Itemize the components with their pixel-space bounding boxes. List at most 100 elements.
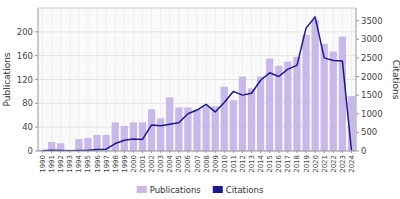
tick <box>42 151 43 153</box>
line <box>43 17 352 151</box>
legend-swatch <box>213 186 223 193</box>
tick <box>324 151 325 153</box>
plot-background <box>38 8 356 151</box>
tick-label: 2013 <box>248 155 256 173</box>
grid-line <box>60 8 61 151</box>
bar <box>212 106 219 151</box>
tick <box>69 151 70 153</box>
tick <box>356 20 359 21</box>
grid <box>38 8 356 151</box>
grid-line <box>78 8 79 151</box>
bar <box>130 122 137 151</box>
tick <box>333 151 334 153</box>
tick <box>215 151 216 153</box>
tick <box>356 113 359 114</box>
tick <box>160 151 161 153</box>
tick-label: 2024 <box>348 154 356 172</box>
tick <box>251 151 252 153</box>
tick <box>356 95 359 96</box>
tick <box>35 79 38 80</box>
tick <box>356 57 359 58</box>
tick-label: 1000 <box>361 109 383 119</box>
bar <box>311 20 318 151</box>
tick-label: 1994 <box>75 154 83 172</box>
tick <box>142 151 143 153</box>
grid-line <box>51 8 52 151</box>
tick <box>260 151 261 153</box>
tick-label: 2003 <box>157 155 165 173</box>
tick-label: 2022 <box>330 155 338 173</box>
grid-line <box>97 8 98 151</box>
tick <box>97 151 98 153</box>
tick <box>51 151 52 153</box>
tick-label: 2020 <box>312 155 320 173</box>
tick-label: 2500 <box>361 53 383 63</box>
tick-label: 1998 <box>112 155 120 173</box>
grid-line <box>42 8 43 151</box>
tick-label: 1995 <box>84 155 92 173</box>
bar <box>112 122 119 151</box>
tick-label: 2008 <box>203 155 211 173</box>
tick-label: 1500 <box>361 90 383 100</box>
tick <box>78 151 79 153</box>
tick <box>296 151 297 153</box>
tick <box>242 151 243 153</box>
bar <box>302 35 309 151</box>
legend-label: Publications <box>150 185 202 195</box>
chart: 0408012016020005001000150020002500300035… <box>0 0 400 199</box>
tick-label: 2021 <box>321 155 329 173</box>
bar <box>248 88 255 151</box>
tick-label: 2000 <box>130 155 138 173</box>
tick <box>169 151 170 153</box>
y2-axis-line <box>356 8 357 151</box>
tick-label: 1992 <box>57 155 65 173</box>
bar <box>175 108 182 151</box>
tick <box>115 151 116 153</box>
axis-label: Citations <box>391 60 400 100</box>
bar <box>284 62 291 151</box>
tick-label: 80 <box>22 98 33 108</box>
tick-label: 2001 <box>139 155 147 173</box>
tick-label: 3000 <box>361 34 383 44</box>
bar <box>275 66 282 151</box>
grid-line <box>87 8 88 151</box>
axis-label: Publications <box>2 52 12 106</box>
tick <box>35 127 38 128</box>
tick <box>356 39 359 40</box>
tick-label: 2004 <box>166 154 174 172</box>
tick <box>178 151 179 153</box>
bar <box>84 138 91 151</box>
tick-label: 2009 <box>212 155 220 173</box>
tick-label: 120 <box>17 75 33 85</box>
tick-label: 0 <box>361 146 366 156</box>
tick-label: 2019 <box>303 155 311 173</box>
bar <box>321 44 328 151</box>
tick <box>124 151 125 153</box>
tick <box>356 151 359 152</box>
tick-label: 1997 <box>103 155 111 173</box>
tick-label: 2016 <box>275 154 283 172</box>
tick <box>151 151 152 153</box>
tick <box>87 151 88 153</box>
tick-label: 2015 <box>266 155 274 173</box>
bar <box>339 37 346 151</box>
tick <box>278 151 279 153</box>
tick <box>35 55 38 56</box>
legend-label: Citations <box>226 185 264 195</box>
tick-label: 1991 <box>48 155 56 173</box>
tick <box>35 31 38 32</box>
bar <box>93 135 100 151</box>
tick-label: 2000 <box>361 72 383 82</box>
bar <box>157 118 164 151</box>
tick-label: 2017 <box>284 155 292 173</box>
tick-label: 160 <box>17 51 33 61</box>
tick-label: 2018 <box>293 155 301 173</box>
tick <box>133 151 134 153</box>
tick <box>342 151 343 153</box>
tick-label: 1990 <box>39 155 47 173</box>
bar <box>293 57 300 151</box>
bar <box>330 51 337 151</box>
bar <box>239 77 246 151</box>
tick-label: 2002 <box>148 155 156 173</box>
bar <box>230 100 237 151</box>
